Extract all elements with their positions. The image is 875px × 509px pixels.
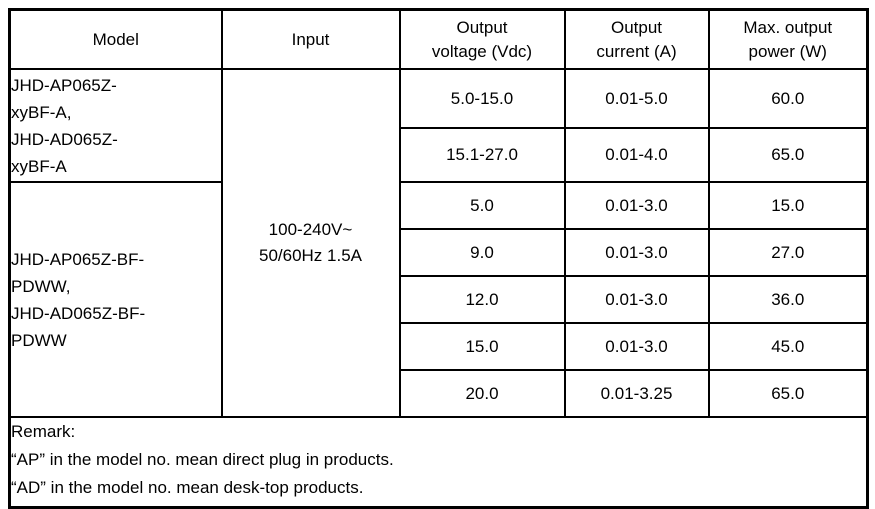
output-voltage-cell: 9.0 bbox=[398, 228, 566, 277]
table-row: JHD-AP065Z-BF- PDWW, JHD-AD065Z-BF- PDWW… bbox=[8, 181, 869, 418]
remark-row: Remark: “AP” in the model no. mean direc… bbox=[8, 416, 869, 509]
model-line: xyBF-A bbox=[11, 156, 67, 176]
model-cell-group-1: JHD-AP065Z- xyBF-A, JHD-AD065Z- xyBF-A bbox=[8, 68, 223, 183]
output-voltage-cell: 12.0 bbox=[398, 275, 566, 324]
remark-cell: Remark: “AP” in the model no. mean direc… bbox=[8, 416, 869, 509]
output-current-cell: 0.01-3.0 bbox=[563, 275, 710, 324]
model-line: JHD-AP065Z-BF- bbox=[11, 249, 145, 269]
header-line: Input bbox=[291, 29, 330, 49]
model-cell-group-2: JHD-AP065Z-BF- PDWW, JHD-AD065Z-BF- PDWW bbox=[8, 181, 223, 418]
output-current-cell: 0.01-5.0 bbox=[563, 68, 710, 129]
output-voltage-cell: 15.0 bbox=[398, 322, 566, 371]
model-line: PDWW bbox=[11, 330, 67, 350]
column-header-output-current: Output current (A) bbox=[563, 8, 710, 70]
model-line: PDWW, bbox=[11, 276, 71, 296]
model-line: JHD-AD065Z-BF- bbox=[11, 303, 146, 323]
header-row: Model Input Output voltage (Vdc) Output … bbox=[8, 8, 869, 70]
max-power-cell: 15.0 bbox=[707, 181, 869, 230]
max-power-cell: 45.0 bbox=[707, 322, 869, 371]
output-current-cell: 0.01-3.0 bbox=[563, 322, 710, 371]
model-line: JHD-AP065Z- bbox=[11, 75, 117, 95]
output-current-cell: 0.01-3.0 bbox=[563, 181, 710, 230]
column-header-model: Model bbox=[8, 8, 223, 70]
output-voltage-cell: 5.0 bbox=[398, 181, 566, 230]
max-power-cell: 27.0 bbox=[707, 228, 869, 277]
header-line: Output bbox=[456, 17, 508, 37]
max-power-cell: 65.0 bbox=[707, 369, 869, 418]
remark-line-ap: “AP” in the model no. mean direct plug i… bbox=[11, 450, 394, 469]
table-row: 9.0 0.01-3.0 27.0 bbox=[10, 228, 869, 277]
column-header-output-voltage: Output voltage (Vdc) bbox=[398, 8, 566, 70]
remark-title: Remark: bbox=[11, 422, 76, 441]
output-current-cell: 0.01-4.0 bbox=[563, 127, 710, 183]
output-voltage-cell: 20.0 bbox=[398, 369, 566, 418]
column-header-input: Input bbox=[220, 8, 401, 70]
column-header-max-output-power: Max. output power (W) bbox=[707, 8, 869, 70]
output-current-cell: 0.01-3.25 bbox=[563, 369, 710, 418]
output-current-cell: 0.01-3.0 bbox=[563, 228, 710, 277]
output-voltage-cell: 5.0-15.0 bbox=[398, 68, 566, 129]
table-row: JHD-AP065Z- xyBF-A, JHD-AD065Z- xyBF-A 1… bbox=[8, 68, 869, 418]
header-line: Model bbox=[92, 29, 139, 49]
header-line: Output bbox=[610, 17, 663, 37]
remark-line-ad: “AD” in the model no. mean desk-top prod… bbox=[11, 478, 364, 497]
table-row: 15.0 0.01-3.0 45.0 bbox=[10, 322, 869, 371]
table-row: 12.0 0.01-3.0 36.0 bbox=[10, 275, 869, 324]
model-line: xyBF-A, bbox=[11, 102, 72, 122]
model-line: JHD-AD065Z- bbox=[11, 129, 118, 149]
header-line: power (W) bbox=[748, 41, 827, 61]
input-line: 100-240V~ bbox=[268, 220, 353, 239]
table-row: 15.1-27.0 0.01-4.0 65.0 bbox=[10, 127, 869, 183]
output-voltage-cell: 15.1-27.0 bbox=[398, 127, 566, 183]
max-power-cell: 60.0 bbox=[707, 68, 869, 129]
input-line: 50/60Hz 1.5A bbox=[258, 246, 362, 265]
header-line: Max. output bbox=[743, 17, 833, 37]
header-line: voltage (Vdc) bbox=[431, 41, 533, 61]
header-line: current (A) bbox=[596, 41, 677, 61]
table-row: 20.0 0.01-3.25 65.0 bbox=[10, 369, 869, 418]
max-power-cell: 65.0 bbox=[707, 127, 869, 183]
max-power-cell: 36.0 bbox=[707, 275, 869, 324]
spec-table: Model Input Output voltage (Vdc) Output … bbox=[8, 8, 869, 509]
input-cell: 100-240V~ 50/60Hz 1.5A bbox=[220, 68, 401, 418]
